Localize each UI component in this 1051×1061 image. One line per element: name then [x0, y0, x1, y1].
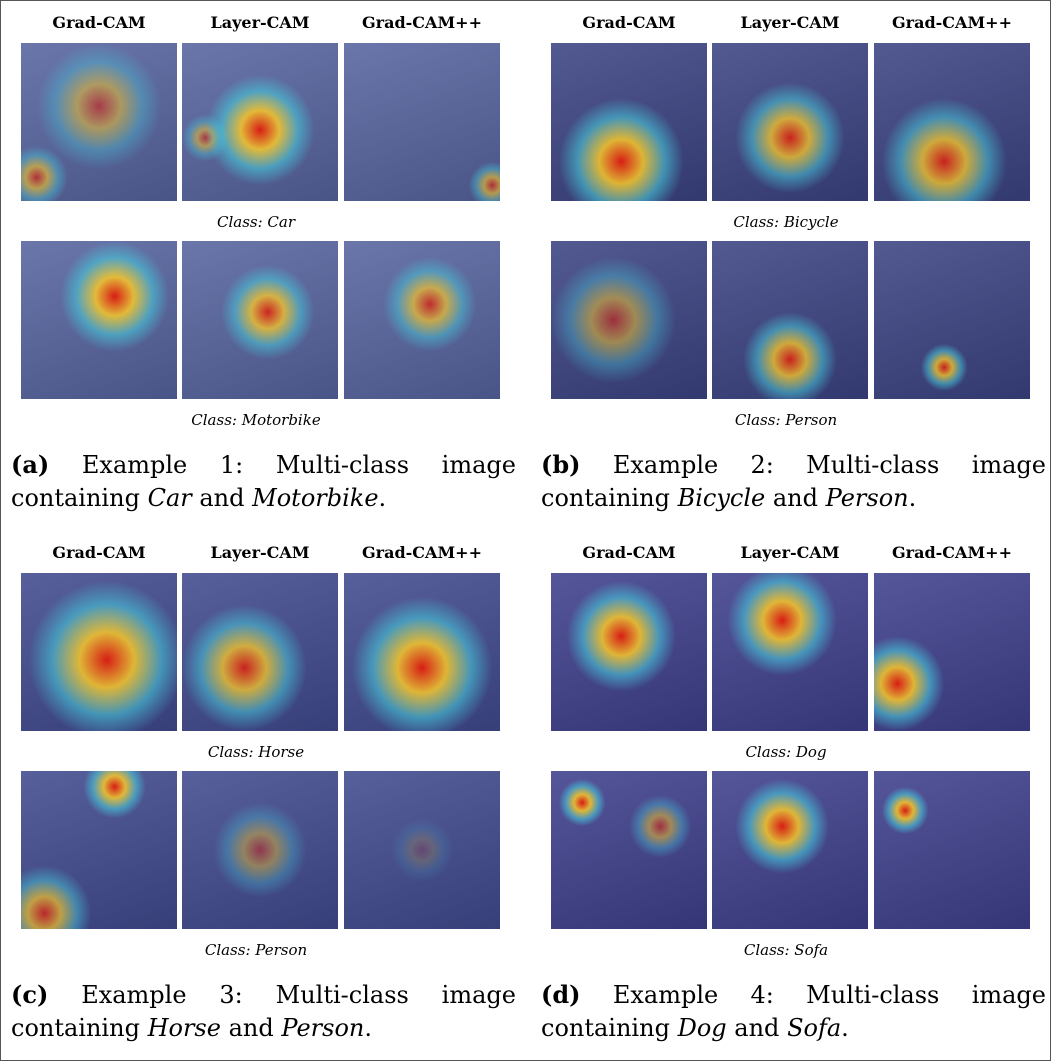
caption-label: (c) — [11, 980, 48, 1009]
caption-text: and — [229, 1014, 274, 1042]
caption-text: and — [199, 484, 244, 512]
subfigure: Grad-CAM Layer-CAM Grad-CAM++ Class: Dog Cla… — [541, 531, 1046, 1051]
subfigure: Grad-CAM Layer-CAM Grad-CAM++ Class: Horse C… — [11, 531, 516, 1051]
column-header: Grad-CAM — [551, 543, 707, 562]
caption-text: . — [841, 1014, 849, 1042]
heatmap-image — [21, 241, 177, 399]
heatmap-image — [344, 241, 500, 399]
column-header: Grad-CAM — [21, 13, 177, 32]
subfigure: Grad-CAM Layer-CAM Grad-CAM++ Class: Bicycl… — [541, 1, 1046, 521]
heatmap-image — [21, 573, 177, 731]
heatmap-image — [551, 771, 707, 929]
heatmap-image — [182, 241, 338, 399]
class-label: Class: Bicycle — [541, 213, 1031, 231]
column-header: Grad-CAM — [551, 13, 707, 32]
caption-label: (a) — [11, 450, 49, 479]
heatmap-image — [182, 771, 338, 929]
column-header: Layer-CAM — [182, 543, 338, 562]
caption-text: . — [379, 484, 387, 512]
column-header: Grad-CAM++ — [874, 13, 1030, 32]
heatmap-image — [712, 771, 868, 929]
column-header: Layer-CAM — [182, 13, 338, 32]
heatmap-image — [344, 573, 500, 731]
caption-text: and — [773, 484, 818, 512]
heatmap-image — [874, 573, 1030, 731]
heatmap-image — [551, 241, 707, 399]
caption-term: Motorbike — [252, 484, 378, 512]
caption-text: and — [734, 1014, 779, 1042]
class-label: Class: Motorbike — [11, 411, 501, 429]
heatmap-image — [551, 43, 707, 201]
heatmap-image — [874, 771, 1030, 929]
heatmap-image — [874, 241, 1030, 399]
heatmap-image — [712, 573, 868, 731]
column-header: Grad-CAM++ — [874, 543, 1030, 562]
class-label: Class: Dog — [541, 743, 1031, 761]
heatmap-image — [712, 241, 868, 399]
caption: (b) Example 2: Multi-class image contain… — [541, 448, 1046, 515]
caption-label: (b) — [541, 450, 581, 479]
caption-text: . — [909, 484, 917, 512]
heatmap-image — [21, 43, 177, 201]
column-header: Grad-CAM++ — [344, 543, 500, 562]
column-header: Layer-CAM — [712, 543, 868, 562]
column-header: Layer-CAM — [712, 13, 868, 32]
heatmap-image — [874, 43, 1030, 201]
caption: (d) Example 4: Multi-class image contain… — [541, 978, 1046, 1045]
caption-term: Horse — [148, 1014, 221, 1042]
caption-term: Person — [826, 484, 909, 512]
caption-text: . — [364, 1014, 372, 1042]
heatmap-image — [21, 771, 177, 929]
caption: (c) Example 3: Multi-class image contain… — [11, 978, 516, 1045]
class-label: Class: Sofa — [541, 941, 1031, 959]
caption-term: Person — [281, 1014, 364, 1042]
caption-term: Car — [148, 484, 192, 512]
column-header: Grad-CAM — [21, 543, 177, 562]
caption: (a) Example 1: Multi-class image contain… — [11, 448, 516, 515]
caption-term: Sofa — [787, 1014, 841, 1042]
caption-label: (d) — [541, 980, 581, 1009]
heatmap-image — [182, 573, 338, 731]
figure: Grad-CAM Layer-CAM Grad-CAM++ Class: Car Cla… — [0, 0, 1051, 1061]
heatmap-image — [551, 573, 707, 731]
class-label: Class: Person — [541, 411, 1031, 429]
subfigure: Grad-CAM Layer-CAM Grad-CAM++ Class: Car Cla… — [11, 1, 516, 521]
column-header: Grad-CAM++ — [344, 13, 500, 32]
class-label: Class: Person — [11, 941, 501, 959]
caption-term: Bicycle — [678, 484, 766, 512]
class-label: Class: Horse — [11, 743, 501, 761]
caption-term: Dog — [678, 1014, 727, 1042]
heatmap-image — [182, 43, 338, 201]
class-label: Class: Car — [11, 213, 501, 231]
heatmap-image — [712, 43, 868, 201]
heatmap-image — [344, 771, 500, 929]
heatmap-image — [344, 43, 500, 201]
